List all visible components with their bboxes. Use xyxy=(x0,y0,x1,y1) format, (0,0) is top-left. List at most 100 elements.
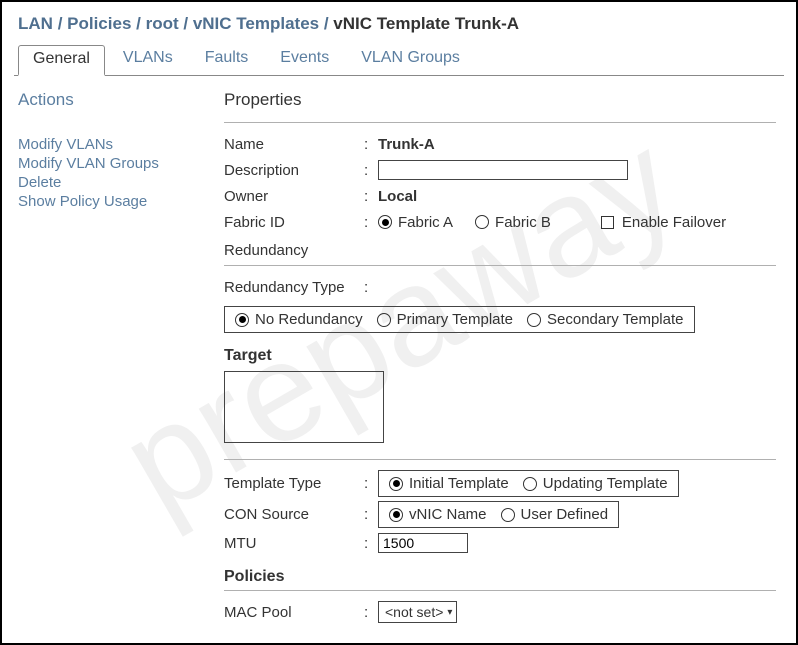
redundancy-options: No Redundancy Primary Template Secondary… xyxy=(224,306,695,333)
radio-fabric-a[interactable]: Fabric A xyxy=(378,214,453,231)
template-type-options: Initial Template Updating Template xyxy=(378,470,679,497)
divider xyxy=(224,122,776,123)
radio-label: User Defined xyxy=(521,506,609,523)
redundancy-label: Redundancy xyxy=(224,242,364,259)
target-listbox[interactable] xyxy=(224,371,384,443)
colon: : xyxy=(364,279,378,296)
row-con-source: CON Source : vNIC Name User Defined xyxy=(224,501,776,528)
breadcrumb-part[interactable]: root xyxy=(146,14,179,33)
actions-heading: Actions xyxy=(18,90,224,110)
tab-events[interactable]: Events xyxy=(266,45,343,76)
tab-faults[interactable]: Faults xyxy=(191,45,263,76)
divider xyxy=(224,265,776,266)
properties-panel: Properties Name : Trunk-A Description : … xyxy=(224,90,784,627)
tab-vlans[interactable]: VLANs xyxy=(109,45,187,76)
redundancy-type-label: Redundancy Type xyxy=(224,279,364,296)
radio-label: Fabric B xyxy=(495,214,551,231)
checkbox-box-icon xyxy=(601,216,614,229)
mac-pool-dropdown[interactable]: <not set> ▾ xyxy=(378,601,457,623)
mtu-label: MTU xyxy=(224,535,364,552)
radio-primary-template[interactable]: Primary Template xyxy=(377,311,513,328)
row-name: Name : Trunk-A xyxy=(224,133,776,155)
radio-secondary-template[interactable]: Secondary Template xyxy=(527,311,683,328)
caret-down-icon: ▾ xyxy=(447,607,452,618)
mac-pool-label: MAC Pool xyxy=(224,604,364,621)
template-type-label: Template Type xyxy=(224,475,364,492)
target-heading: Target xyxy=(224,347,776,365)
colon: : xyxy=(364,136,378,153)
breadcrumb-part[interactable]: Policies xyxy=(67,14,131,33)
radio-label: Fabric A xyxy=(398,214,453,231)
radio-user-defined[interactable]: User Defined xyxy=(501,506,609,523)
tab-vlan-groups[interactable]: VLAN Groups xyxy=(347,45,474,76)
colon: : xyxy=(364,214,378,231)
breadcrumb-sep: / xyxy=(58,14,67,33)
action-modify-vlan-groups[interactable]: Modify VLAN Groups xyxy=(18,155,224,172)
breadcrumb-sep: / xyxy=(136,14,145,33)
radio-dot-icon xyxy=(377,313,391,327)
radio-dot-icon xyxy=(527,313,541,327)
breadcrumb-current: vNIC Template Trunk-A xyxy=(333,14,519,33)
breadcrumb: LAN / Policies / root / vNIC Templates /… xyxy=(14,12,784,40)
colon: : xyxy=(364,162,378,179)
colon: : xyxy=(364,506,378,523)
breadcrumb-sep: / xyxy=(324,14,333,33)
radio-updating-template[interactable]: Updating Template xyxy=(523,475,668,492)
radio-vnic-name[interactable]: vNIC Name xyxy=(389,506,487,523)
breadcrumb-sep: / xyxy=(183,14,192,33)
columns: Actions Modify VLANs Modify VLAN Groups … xyxy=(14,90,784,627)
owner-label: Owner xyxy=(224,188,364,205)
tab-bar: General VLANs Faults Events VLAN Groups xyxy=(14,44,784,76)
colon: : xyxy=(364,475,378,492)
radio-fabric-b[interactable]: Fabric B xyxy=(475,214,551,231)
radio-dot-icon xyxy=(475,215,489,229)
radio-dot-icon xyxy=(523,477,537,491)
radio-label: Secondary Template xyxy=(547,311,683,328)
description-input[interactable] xyxy=(378,160,628,180)
con-source-label: CON Source xyxy=(224,506,364,523)
radio-label: Initial Template xyxy=(409,475,509,492)
divider xyxy=(224,590,776,591)
colon: : xyxy=(364,188,378,205)
row-fabric: Fabric ID : Fabric A Fabric B Enable Fai… xyxy=(224,211,776,233)
action-show-policy-usage[interactable]: Show Policy Usage xyxy=(18,193,224,210)
breadcrumb-part[interactable]: LAN xyxy=(18,14,53,33)
radio-label: Primary Template xyxy=(397,311,513,328)
dropdown-value: <not set> xyxy=(385,604,443,620)
radio-dot-icon xyxy=(378,215,392,229)
row-owner: Owner : Local xyxy=(224,185,776,207)
row-redundancy-type: Redundancy Type : xyxy=(224,276,776,298)
row-redundancy: Redundancy xyxy=(224,239,776,261)
name-label: Name xyxy=(224,136,364,153)
colon: : xyxy=(364,535,378,552)
con-source-options: vNIC Name User Defined xyxy=(378,501,619,528)
colon: : xyxy=(364,604,378,621)
radio-dot-icon xyxy=(389,508,403,522)
radio-dot-icon xyxy=(501,508,515,522)
row-mtu: MTU : xyxy=(224,532,776,554)
name-value: Trunk-A xyxy=(378,136,435,153)
radio-label: vNIC Name xyxy=(409,506,487,523)
properties-heading: Properties xyxy=(224,90,776,110)
window: prepaway LAN / Policies / root / vNIC Te… xyxy=(0,0,798,645)
radio-dot-icon xyxy=(389,477,403,491)
checkbox-label: Enable Failover xyxy=(622,214,726,231)
mtu-input[interactable] xyxy=(378,533,468,553)
row-mac-pool: MAC Pool : <not set> ▾ xyxy=(224,601,776,623)
policies-heading: Policies xyxy=(224,568,776,586)
breadcrumb-part[interactable]: vNIC Templates xyxy=(193,14,319,33)
description-label: Description xyxy=(224,162,364,179)
radio-initial-template[interactable]: Initial Template xyxy=(389,475,509,492)
action-delete[interactable]: Delete xyxy=(18,174,224,191)
row-template-type: Template Type : Initial Template Updatin… xyxy=(224,470,776,497)
action-modify-vlans[interactable]: Modify VLANs xyxy=(18,136,224,153)
tab-general[interactable]: General xyxy=(18,45,105,76)
radio-label: Updating Template xyxy=(543,475,668,492)
checkbox-enable-failover[interactable]: Enable Failover xyxy=(601,214,726,231)
radio-label: No Redundancy xyxy=(255,311,363,328)
owner-value: Local xyxy=(378,188,417,205)
divider xyxy=(224,459,776,460)
sidebar: Actions Modify VLANs Modify VLAN Groups … xyxy=(14,90,224,627)
row-description: Description : xyxy=(224,159,776,181)
radio-no-redundancy[interactable]: No Redundancy xyxy=(235,311,363,328)
